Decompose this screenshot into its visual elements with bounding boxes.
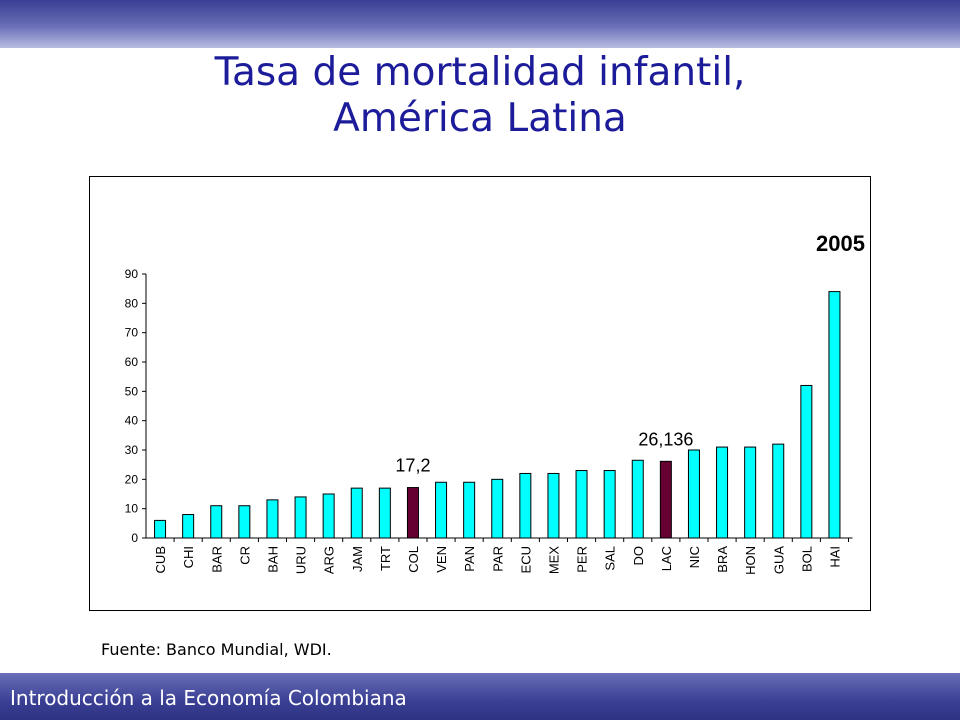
year-label: 2005 xyxy=(816,231,865,256)
title-line-1: Tasa de mortalidad infantil, xyxy=(214,50,746,95)
bar-sal xyxy=(603,470,616,539)
y-tick-label: 40 xyxy=(125,414,139,428)
y-tick-label: 70 xyxy=(125,326,139,340)
x-tick-label-uru: URU xyxy=(294,546,309,574)
x-tick-label-cr: CR xyxy=(237,546,252,565)
chart-frame: 0 10 20 30 40 50 60 70 80 90 CUB CHI BAR CR BAH URU ARG J… xyxy=(89,176,871,611)
bar-bah xyxy=(266,499,279,539)
bar-hon xyxy=(744,446,757,539)
annotation-lac: 26,136 xyxy=(638,429,693,449)
y-tick-label: 50 xyxy=(125,384,139,398)
bar-bol xyxy=(800,384,813,539)
bar-chi xyxy=(182,514,195,539)
bar-uru xyxy=(294,496,307,539)
bar-hai xyxy=(828,291,841,539)
bar-nic xyxy=(687,449,700,539)
y-tick-label: 60 xyxy=(125,355,139,369)
bar-par xyxy=(491,478,504,539)
bar-cr xyxy=(238,505,251,539)
page-title: Tasa de mortalidad infantil, América Lat… xyxy=(120,50,840,142)
bar-per xyxy=(575,470,588,539)
x-tick-label-hon: HON xyxy=(743,546,758,575)
x-tick-label-bra: BRA xyxy=(715,546,730,573)
x-tick-label-trt: TRT xyxy=(378,546,393,571)
mortality-bar-chart: 0 10 20 30 40 50 60 70 80 90 CUB CHI BAR CR BAH URU ARG J… xyxy=(125,231,865,575)
bar-lac xyxy=(659,460,672,539)
bar-col xyxy=(406,487,419,539)
x-tick-label-gua: GUA xyxy=(771,546,786,575)
bar-bra xyxy=(716,446,729,539)
x-tick-label-pan: PAN xyxy=(462,546,477,572)
x-tick-label-cub: CUB xyxy=(153,546,168,573)
bar-gua xyxy=(772,443,785,539)
bar-mex xyxy=(547,472,560,539)
y-tick-label: 80 xyxy=(125,296,139,310)
x-tick-label-lac: LAC xyxy=(659,546,674,571)
y-tick-label: 90 xyxy=(125,267,139,281)
x-tick-label-bah: BAH xyxy=(265,546,280,573)
x-tick-label-hai: HAI xyxy=(827,546,842,568)
source-note: Fuente: Banco Mundial, WDI. xyxy=(101,640,332,659)
bar-cub xyxy=(154,519,167,539)
x-tick-label-par: PAR xyxy=(490,546,505,572)
title-line-2: América Latina xyxy=(333,96,627,141)
bar-ven xyxy=(435,481,448,539)
x-tick-label-ecu: ECU xyxy=(518,546,533,573)
footer-title: Introducción a la Economía Colombiana xyxy=(10,686,407,710)
bar-jam xyxy=(350,487,363,539)
x-tick-label-bol: BOL xyxy=(799,546,814,572)
x-tick-label-chi: CHI xyxy=(181,546,196,568)
y-tick-label: 20 xyxy=(125,472,139,486)
x-tick-label-do: DO xyxy=(631,546,646,566)
bar-bar xyxy=(210,505,223,539)
annotation-col: 17,2 xyxy=(395,456,430,476)
x-tick-label-mex: MEX xyxy=(546,546,561,575)
x-tick-label-bar: BAR xyxy=(209,546,224,573)
y-tick-label: 30 xyxy=(125,443,139,457)
bar-pan xyxy=(463,481,476,539)
x-tick-label-ven: VEN xyxy=(434,546,449,573)
x-tick-label-per: PER xyxy=(575,546,590,573)
x-tick-label-sal: SAL xyxy=(603,546,618,571)
header-band xyxy=(0,0,960,48)
bar-ecu xyxy=(519,472,532,539)
bar-do xyxy=(631,459,644,539)
footer-band xyxy=(0,673,960,720)
x-tick-label-nic: NIC xyxy=(687,546,702,568)
x-tick-label-col: COL xyxy=(406,546,421,573)
y-tick-label: 0 xyxy=(131,531,138,545)
y-tick-label: 10 xyxy=(125,502,139,516)
x-tick-label-arg: ARG xyxy=(322,546,337,574)
bar-arg xyxy=(322,493,335,539)
bar-trt xyxy=(378,487,391,539)
x-tick-label-jam: JAM xyxy=(350,546,365,572)
